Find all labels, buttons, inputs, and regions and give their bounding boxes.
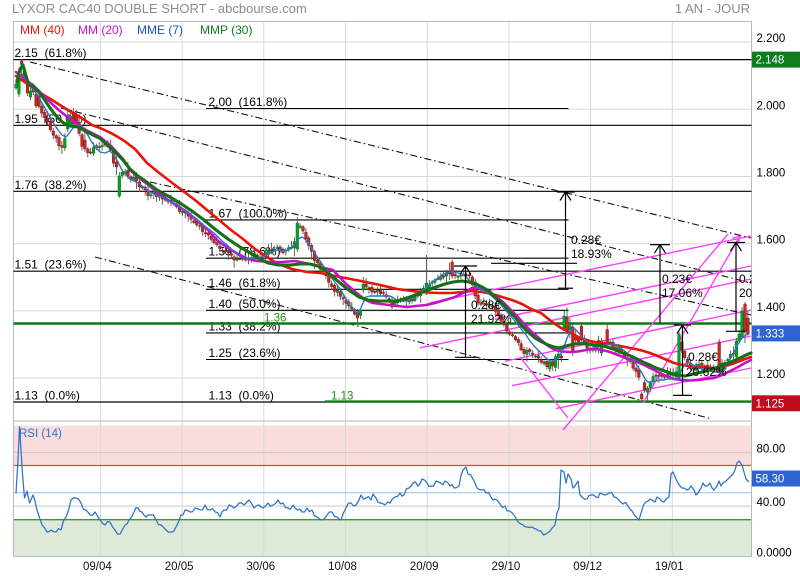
svg-text:1.13: 1.13 [331,391,353,403]
svg-text:1 AN - JOUR: 1 AN - JOUR [675,1,750,16]
svg-text:10/08: 10/08 [328,561,357,573]
svg-text:0.28€: 0.28€ [471,298,501,312]
svg-text:20.62%: 20.62% [739,286,780,300]
svg-text:1.36: 1.36 [264,313,286,325]
svg-text:0.23€: 0.23€ [662,272,692,286]
svg-text:1.800: 1.800 [757,168,786,180]
svg-text:MMP (30): MMP (30) [200,23,252,37]
svg-text:20.62%: 20.62% [686,365,727,379]
svg-text:1.76 (38.2%): 1.76 (38.2%) [15,178,87,192]
svg-text:1.51 (23.6%): 1.51 (23.6%) [15,258,87,272]
svg-text:0.0000: 0.0000 [757,548,792,560]
svg-text:RSI (14): RSI (14) [19,428,62,440]
svg-text:1.333: 1.333 [756,328,785,340]
svg-text:LYXOR CAC40 DOUBLE SHORT - abc: LYXOR CAC40 DOUBLE SHORT - abcbourse.com [12,1,307,16]
svg-text:1.46 (61.8%): 1.46 (61.8%) [209,276,281,290]
svg-text:29/10: 29/10 [492,561,521,573]
svg-text:19/01: 19/01 [655,561,684,573]
svg-text:09/04: 09/04 [83,561,112,573]
svg-text:1.25 (23.6%): 1.25 (23.6%) [209,346,281,360]
svg-text:1.600: 1.600 [757,235,786,247]
svg-text:18.93%: 18.93% [571,247,612,261]
svg-text:MM (40): MM (40) [20,23,65,37]
svg-text:17.06%: 17.06% [662,286,703,300]
svg-text:80.00: 80.00 [757,443,786,455]
svg-text:09/12: 09/12 [573,561,602,573]
svg-text:1.13 (0.0%): 1.13 (0.0%) [209,389,274,403]
svg-text:0.28€: 0.28€ [739,272,769,286]
svg-text:1.125: 1.125 [756,398,785,410]
svg-text:2,00 (161.8%): 2,00 (161.8%) [209,95,288,109]
svg-text:1.13 (0.0%): 1.13 (0.0%) [15,389,80,403]
svg-text:21.92%: 21.92% [471,312,512,326]
svg-text:0.28€: 0.28€ [688,350,718,364]
svg-text:40.00: 40.00 [757,497,786,509]
svg-text:2.15 (61.8%): 2.15 (61.8%) [15,46,87,60]
svg-text:58.30: 58.30 [756,474,785,486]
svg-text:20/05: 20/05 [165,561,194,573]
svg-text:1.200: 1.200 [757,369,786,381]
svg-text:1.40 (50.0%): 1.40 (50.0%) [209,297,281,311]
svg-text:2.000: 2.000 [757,100,786,112]
svg-text:2.148: 2.148 [756,55,785,67]
svg-text:MME (7): MME (7) [137,23,183,37]
svg-text:2.200: 2.200 [757,33,786,45]
svg-text:20/09: 20/09 [410,561,439,573]
svg-text:1.67 (100.0%): 1.67 (100.0%) [209,206,288,220]
svg-text:1.400: 1.400 [757,302,786,314]
svg-text:0.28€: 0.28€ [571,233,601,247]
svg-text:MM (20): MM (20) [78,23,123,37]
svg-text:30/06: 30/06 [246,561,275,573]
